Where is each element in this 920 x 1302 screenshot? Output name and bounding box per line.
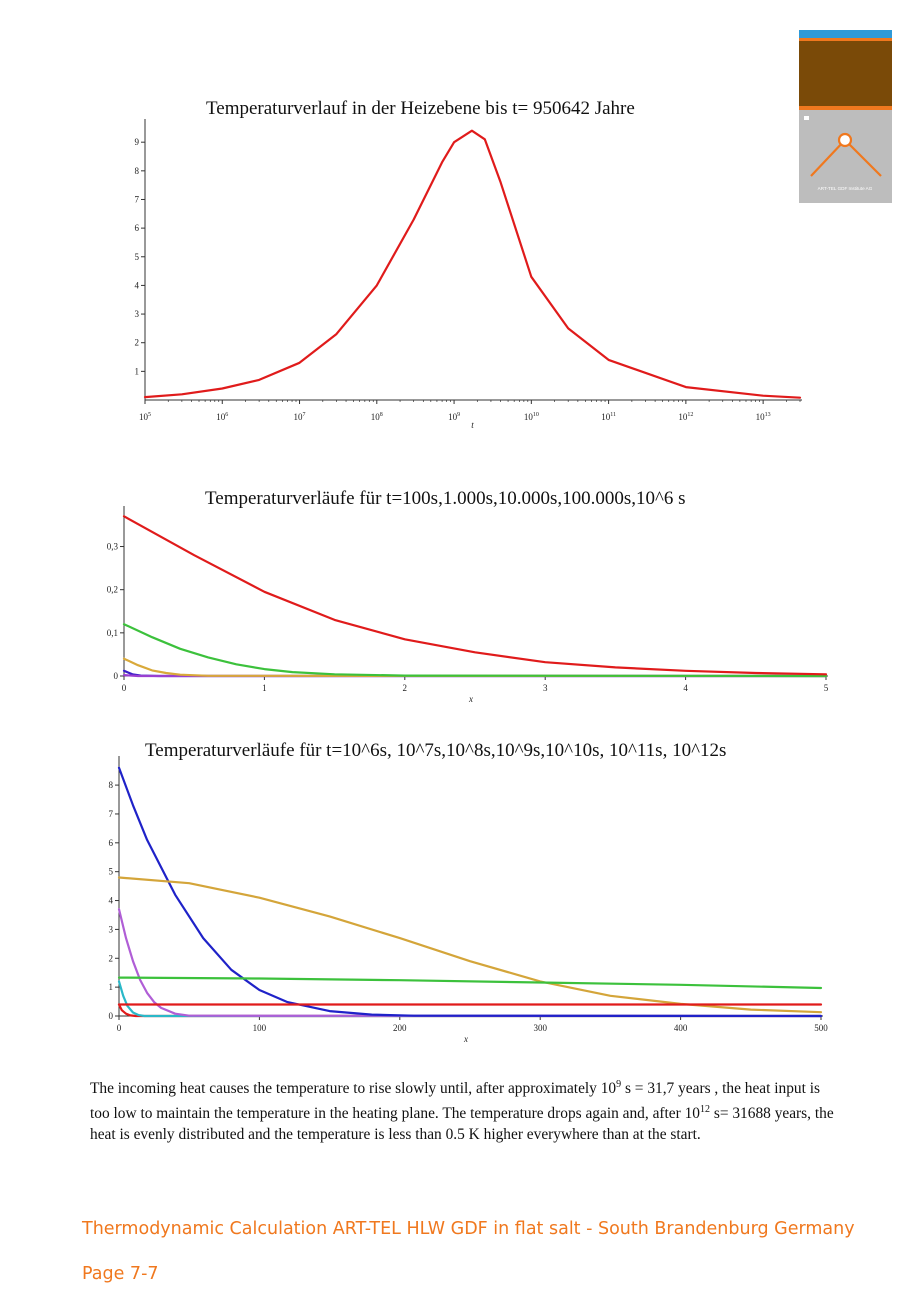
chart2-title: Temperaturverläufe für t=100s,1.000s,10.… [205, 488, 686, 509]
paragraph-part-2: s = 31,7 years , the heat input is too l… [90, 1080, 821, 1123]
chart1-y-tick-label: 8 [135, 166, 140, 176]
company-logo: ART-TEL GDF Institute AG [799, 30, 892, 203]
chart2-y-tick-label: 0 [114, 671, 119, 681]
chart3-y-tick-label: 6 [109, 838, 114, 848]
paragraph-exponent-2: 12 [700, 1104, 710, 1116]
logo-caption: ART-TEL GDF Institute AG [818, 186, 873, 191]
chart2-series-4-line [122, 515, 828, 676]
chart1-y-tick-label: 9 [135, 137, 140, 147]
explanation-paragraph: The incoming heat causes the temperature… [90, 1074, 840, 1145]
chart1-x-tick-label: 1011 [601, 412, 616, 422]
chart3-series-3-line [117, 766, 823, 1018]
logo-graphic: ART-TEL GDF Institute AG [799, 30, 892, 203]
paragraph-part-1: The incoming heat causes the temperature… [90, 1080, 617, 1098]
chart2-y-tick-label: 0,2 [107, 585, 118, 595]
chart1-x-tick-label: 1010 [524, 412, 539, 422]
chart3-x-tick-label: 300 [533, 1023, 547, 1033]
chart2-series-3-line [122, 623, 828, 678]
chart1-x-tick-label: 108 [371, 412, 383, 422]
chart2-x-tick-label: 1 [262, 683, 267, 693]
chart3-x-tick-label: 400 [674, 1023, 688, 1033]
chart2-y-tick-label: 0,3 [107, 542, 119, 552]
chart1-y-tick-label: 7 [135, 194, 140, 204]
chart1-y-tick-label: 2 [135, 338, 140, 348]
chart3-x-tick-label: 0 [117, 1023, 122, 1033]
chart3-y-tick-label: 0 [109, 1011, 114, 1021]
chart2-x-tick-label: 5 [824, 683, 829, 693]
chart2-series-2-line [122, 657, 828, 678]
chart3-y-tick-label: 8 [109, 780, 114, 790]
chart3-y-tick-label: 2 [109, 953, 114, 963]
chart1-y-tick-label: 6 [135, 223, 140, 233]
chart2-x-axis-label: x [468, 694, 473, 704]
chart1-x-tick-label: 106 [216, 412, 228, 422]
chart3-y-tick-label: 5 [109, 867, 114, 877]
chart1-x-axis-label: t [471, 420, 474, 430]
tent-apex-icon [810, 132, 882, 177]
paragraph-exponent-1: 9 [616, 1079, 622, 1090]
chart3-series-4-line [117, 876, 823, 1014]
chart1-y-tick-label: 3 [135, 309, 140, 319]
chart2-x-tick-label: 4 [683, 683, 688, 693]
chart3-x-axis-label: x [463, 1034, 468, 1044]
chart3-y-tick-label: 7 [109, 809, 114, 819]
chart3-x-tick-label: 100 [253, 1023, 267, 1033]
chart1-y-tick-label: 4 [135, 280, 140, 290]
chart1-x-tick-label: 107 [294, 412, 306, 422]
chart3-series-2-line [117, 908, 823, 1018]
chart3-y-tick-label: 3 [109, 924, 114, 934]
chart2-x-tick-label: 3 [543, 683, 548, 693]
chart1-title: Temperaturverlauf in der Heizebene bis t… [206, 98, 635, 119]
chart1-y-tick-label: 5 [135, 252, 140, 262]
chart2-x-tick-label: 2 [403, 683, 408, 693]
chart1-x-tick-label: 109 [448, 412, 460, 422]
chart2-x-tick-label: 0 [122, 683, 127, 693]
chart3-title: Temperaturverläufe für t=10^6s, 10^7s,10… [145, 740, 727, 761]
chart1-y-tick-label: 1 [135, 366, 140, 376]
chart1-x-tick-label: 105 [139, 412, 151, 422]
chart3-y-tick-label: 4 [109, 896, 114, 906]
chart3-series-1-line [117, 980, 823, 1018]
chart1-series-0-line [143, 129, 802, 399]
chart1-x-tick-label: 1013 [756, 412, 771, 422]
chart3-x-tick-label: 200 [393, 1023, 407, 1033]
footer-title: Thermodynamic Calculation ART-TEL HLW GD… [82, 1219, 855, 1239]
chart2-y-tick-label: 0,1 [107, 628, 118, 638]
chart1-x-tick-label: 1012 [678, 412, 693, 422]
chart3-y-tick-label: 1 [109, 982, 114, 992]
chart3-x-tick-label: 500 [814, 1023, 828, 1033]
chart3-series-5-line [117, 976, 823, 990]
paragraph-part-3: s= 31688 years, the heat is evenly distr… [90, 1105, 834, 1144]
page-number: Page 7-7 [82, 1264, 159, 1284]
